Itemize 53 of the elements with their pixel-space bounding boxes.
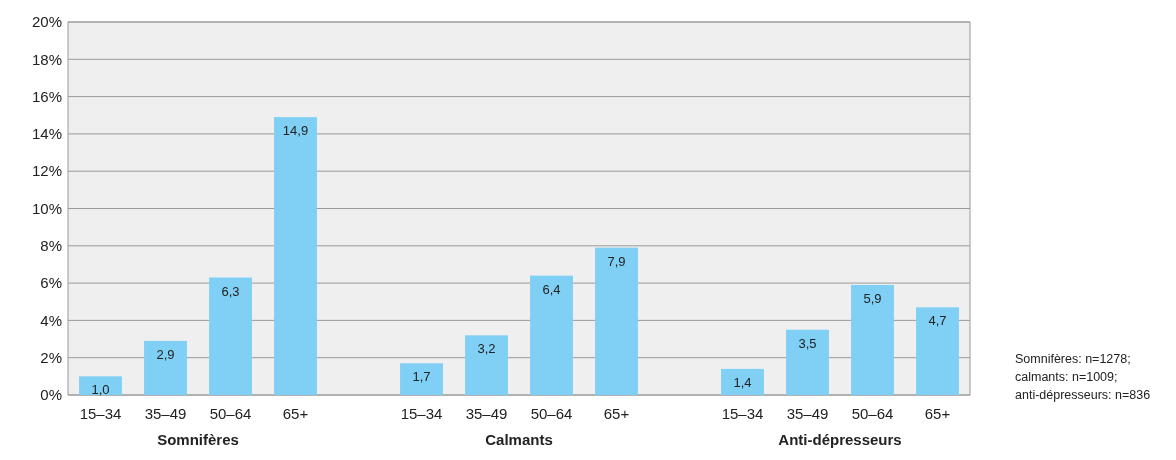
y-tick-label: 10%	[31, 199, 62, 217]
data-label: 2,9	[156, 346, 175, 362]
data-label: 3,2	[477, 341, 496, 357]
x-tick-label: 50–64	[851, 405, 894, 422]
text: Somnifères: n=1278;	[1015, 352, 1131, 366]
y-tick-label: 6%	[40, 274, 62, 292]
x-tick-label: 15–34	[79, 405, 122, 422]
data-label: 1,0	[91, 382, 110, 398]
bar	[465, 335, 508, 395]
x-tick-label: 35–49	[144, 405, 187, 422]
text: calmants: n=1009;	[1015, 370, 1118, 384]
x-tick-label: 15–34	[400, 405, 443, 422]
x-axis-title: Anti-dépresseurs	[778, 431, 902, 448]
x-axis-title: Calmants	[485, 431, 553, 448]
data-label: 3,5	[798, 335, 817, 351]
y-tick-label: 14%	[31, 125, 62, 143]
bar	[79, 376, 122, 395]
data-label: 1,7	[412, 369, 431, 385]
x-tick-label: 35–49	[465, 405, 508, 422]
data-label: 7,9	[607, 253, 626, 269]
data-label: 6,3	[221, 283, 240, 299]
bar	[786, 329, 829, 395]
data-label: 14,9	[282, 123, 309, 139]
data-label: 5,9	[863, 290, 882, 306]
x-tick-label: 65+	[603, 405, 630, 422]
data-label: 4,7	[928, 313, 947, 329]
bar	[595, 247, 638, 395]
x-tick-label: 15–34	[721, 405, 764, 422]
y-tick-label: 18%	[31, 50, 62, 68]
bar	[209, 277, 252, 395]
bar	[400, 363, 443, 395]
x-tick-label: 65+	[282, 405, 309, 422]
y-tick-label: 16%	[31, 87, 62, 105]
y-tick-label: 2%	[40, 348, 62, 366]
x-tick-label: 50–64	[530, 405, 573, 422]
y-tick-label: 4%	[40, 311, 62, 329]
x-axis-title: Somnifères	[157, 431, 239, 448]
x-tick-label: 65+	[924, 405, 951, 422]
y-tick-label: 20%	[31, 13, 62, 31]
bar	[721, 368, 764, 395]
y-tick-label: 0%	[40, 386, 62, 404]
y-tick-label: 8%	[40, 237, 62, 255]
x-tick-label: 35–49	[786, 405, 829, 422]
y-tick-label: 12%	[31, 162, 62, 180]
text: anti-dépresseurs: n=836	[1015, 388, 1151, 402]
bar	[274, 117, 317, 395]
bar	[916, 307, 959, 395]
bar	[851, 284, 894, 395]
x-tick-label: 50–64	[209, 405, 252, 422]
data-label: 6,4	[542, 281, 561, 297]
bar	[144, 340, 187, 395]
data-label: 1,4	[733, 374, 752, 390]
bar	[530, 275, 573, 395]
